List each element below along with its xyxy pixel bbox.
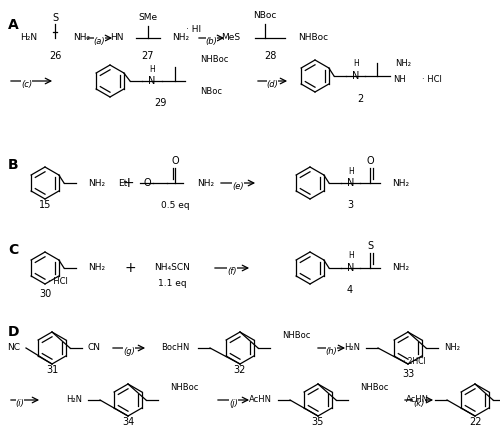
Text: 22: 22 — [469, 417, 481, 427]
Text: 26: 26 — [49, 51, 61, 61]
Text: 31: 31 — [46, 365, 58, 375]
Text: NH₂: NH₂ — [392, 179, 409, 187]
Text: NH₂: NH₂ — [395, 59, 411, 67]
Text: 4: 4 — [347, 285, 353, 295]
Text: NH₂: NH₂ — [444, 343, 460, 353]
Text: NH₄SCN: NH₄SCN — [154, 264, 190, 272]
Text: MeS: MeS — [221, 33, 240, 42]
Text: H: H — [348, 166, 354, 176]
Text: HN: HN — [110, 33, 124, 42]
Text: 1.1 eq: 1.1 eq — [158, 279, 186, 289]
Text: B: B — [8, 158, 18, 172]
Text: · HCl: · HCl — [422, 74, 442, 84]
Text: NC: NC — [7, 343, 20, 353]
Text: 34: 34 — [122, 417, 134, 427]
Text: +: + — [122, 176, 134, 190]
Text: O: O — [366, 156, 374, 166]
Text: NHBoc: NHBoc — [360, 384, 388, 392]
Text: AcHN: AcHN — [406, 396, 429, 405]
Text: H: H — [353, 60, 359, 68]
Text: (g): (g) — [123, 347, 135, 356]
Text: Et: Et — [118, 179, 127, 187]
Text: NH₂: NH₂ — [88, 264, 105, 272]
Text: 28: 28 — [264, 51, 276, 61]
Text: C: C — [8, 243, 18, 257]
Text: (e): (e) — [232, 182, 244, 191]
Text: 32: 32 — [234, 365, 246, 375]
Text: NHBoc: NHBoc — [298, 33, 328, 42]
Text: · HCl: · HCl — [48, 278, 68, 286]
Text: N: N — [148, 76, 156, 86]
Text: H₂N: H₂N — [20, 33, 37, 42]
Text: · 2HCl: · 2HCl — [402, 357, 425, 367]
Text: +: + — [124, 261, 136, 275]
Text: NHBoc: NHBoc — [200, 54, 228, 64]
Text: 3: 3 — [347, 200, 353, 210]
Text: H: H — [348, 251, 354, 261]
Text: NH₂: NH₂ — [88, 179, 105, 187]
Text: H₂N: H₂N — [66, 396, 82, 405]
Text: AcHN: AcHN — [249, 396, 272, 405]
Text: NH₂: NH₂ — [392, 264, 409, 272]
Text: H₂N: H₂N — [344, 343, 360, 353]
Text: (b): (b) — [206, 37, 218, 46]
Text: N: N — [348, 178, 354, 188]
Text: CN: CN — [88, 343, 101, 353]
Text: (h): (h) — [326, 347, 338, 356]
Text: O: O — [143, 178, 151, 188]
Text: S: S — [52, 13, 58, 23]
Text: 15: 15 — [39, 200, 51, 210]
Text: SMe: SMe — [138, 14, 158, 22]
Text: (a): (a) — [94, 37, 106, 46]
Text: (f): (f) — [227, 267, 237, 276]
Text: 2: 2 — [357, 94, 363, 104]
Text: 35: 35 — [312, 417, 324, 427]
Text: BocHN: BocHN — [162, 343, 190, 353]
Text: NH₂: NH₂ — [172, 33, 189, 42]
Text: 27: 27 — [142, 51, 154, 61]
Text: (j): (j) — [229, 399, 238, 408]
Text: A: A — [8, 18, 19, 32]
Text: N: N — [348, 263, 354, 273]
Text: (i): (i) — [16, 399, 24, 408]
Text: NH: NH — [393, 74, 406, 84]
Text: · HI: · HI — [186, 25, 201, 35]
Text: NH₂: NH₂ — [197, 179, 214, 187]
Text: 29: 29 — [154, 98, 166, 108]
Text: N: N — [352, 71, 360, 81]
Text: (k): (k) — [414, 399, 424, 408]
Text: NH₂: NH₂ — [73, 33, 90, 42]
Text: 0.5 eq: 0.5 eq — [160, 201, 190, 209]
Text: NBoc: NBoc — [200, 86, 222, 95]
Text: S: S — [367, 241, 373, 251]
Text: H: H — [149, 64, 155, 74]
Text: 33: 33 — [402, 369, 414, 379]
Text: (c): (c) — [21, 80, 32, 89]
Text: NHBoc: NHBoc — [282, 332, 310, 340]
Text: O: O — [171, 156, 179, 166]
Text: (d): (d) — [266, 80, 278, 89]
Text: 30: 30 — [39, 289, 51, 299]
Text: D: D — [8, 325, 20, 339]
Text: NBoc: NBoc — [254, 11, 276, 21]
Text: NHBoc: NHBoc — [170, 384, 198, 392]
